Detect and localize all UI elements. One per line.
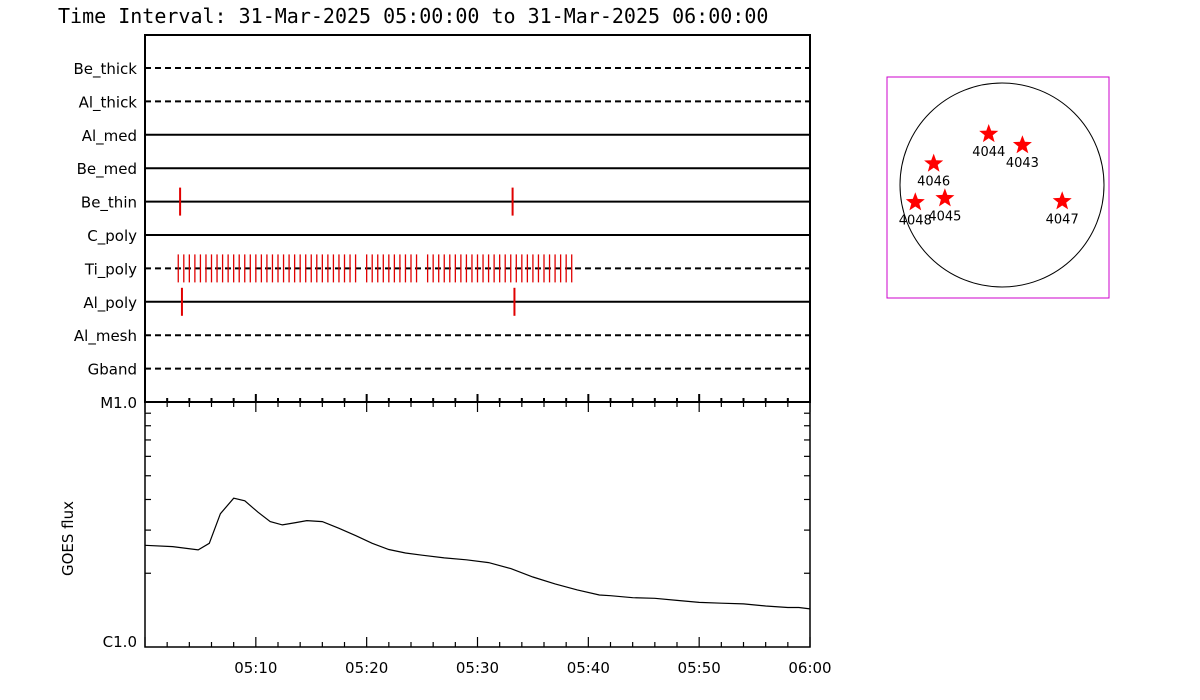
filter-label-Al_med: Al_med [82, 127, 137, 146]
filter-timeline-panel: Be_thick Al_thick Al_med Be_med Be_thin C_pol… [73, 34, 811, 403]
flux-y-label-top: M1.0 [100, 394, 137, 412]
filter-label-C_poly: C_poly [87, 227, 137, 246]
timeline-frame [144, 34, 811, 403]
active-region-marker-4044 [979, 124, 999, 143]
active-region-marker-4043 [1012, 135, 1032, 154]
filter-label-Al_thick: Al_thick [79, 93, 138, 112]
active-region-label-4047: 4047 [1046, 212, 1079, 227]
flux-x-label: 05:30 [456, 659, 499, 677]
active-region-label-4044: 4044 [972, 145, 1005, 160]
flux-axis-title: GOES flux [59, 501, 77, 576]
active-region-label-4045: 4045 [928, 209, 961, 224]
active-region-marker-4045 [935, 188, 955, 207]
active-region-marker-4047 [1052, 191, 1072, 210]
filter-label-Be_med: Be_med [77, 160, 137, 179]
disk-frame [886, 76, 1110, 299]
flux-x-label: 05:40 [567, 659, 610, 677]
filter-label-Al_mesh: Al_mesh [74, 327, 137, 346]
active-region-marker-4048 [905, 192, 925, 211]
filter-label-Ti_poly: Ti_poly [84, 260, 137, 279]
flux-x-label: 05:10 [234, 659, 277, 677]
flux-y-label-bottom: C1.0 [103, 633, 137, 651]
filter-label-Be_thin: Be_thin [81, 194, 137, 213]
active-region-label-4048: 4048 [899, 213, 932, 228]
goes-flux-panel: M1.0 C1.0 GOES flux 05:10 05:20 05:30 05:40 05:… [59, 394, 832, 677]
filter-label-Al_poly: Al_poly [83, 294, 137, 313]
active-region-label-4046: 4046 [917, 175, 950, 190]
time-interval-title: Time Interval: 31-Mar-2025 05:00:00 to 3… [58, 4, 768, 28]
flux-frame [144, 401, 811, 648]
filter-label-Be_thick: Be_thick [73, 60, 137, 79]
active-region-marker-4046 [924, 153, 944, 172]
flux-x-label: 06:00 [788, 659, 831, 677]
flux-x-label: 05:50 [678, 659, 721, 677]
goes-flux-line [144, 497, 811, 610]
active-region-label-4043: 4043 [1006, 156, 1039, 171]
flux-x-label: 05:20 [345, 659, 388, 677]
solar-disk-limb [899, 82, 1105, 288]
filter-label-Gband: Gband [88, 361, 137, 379]
